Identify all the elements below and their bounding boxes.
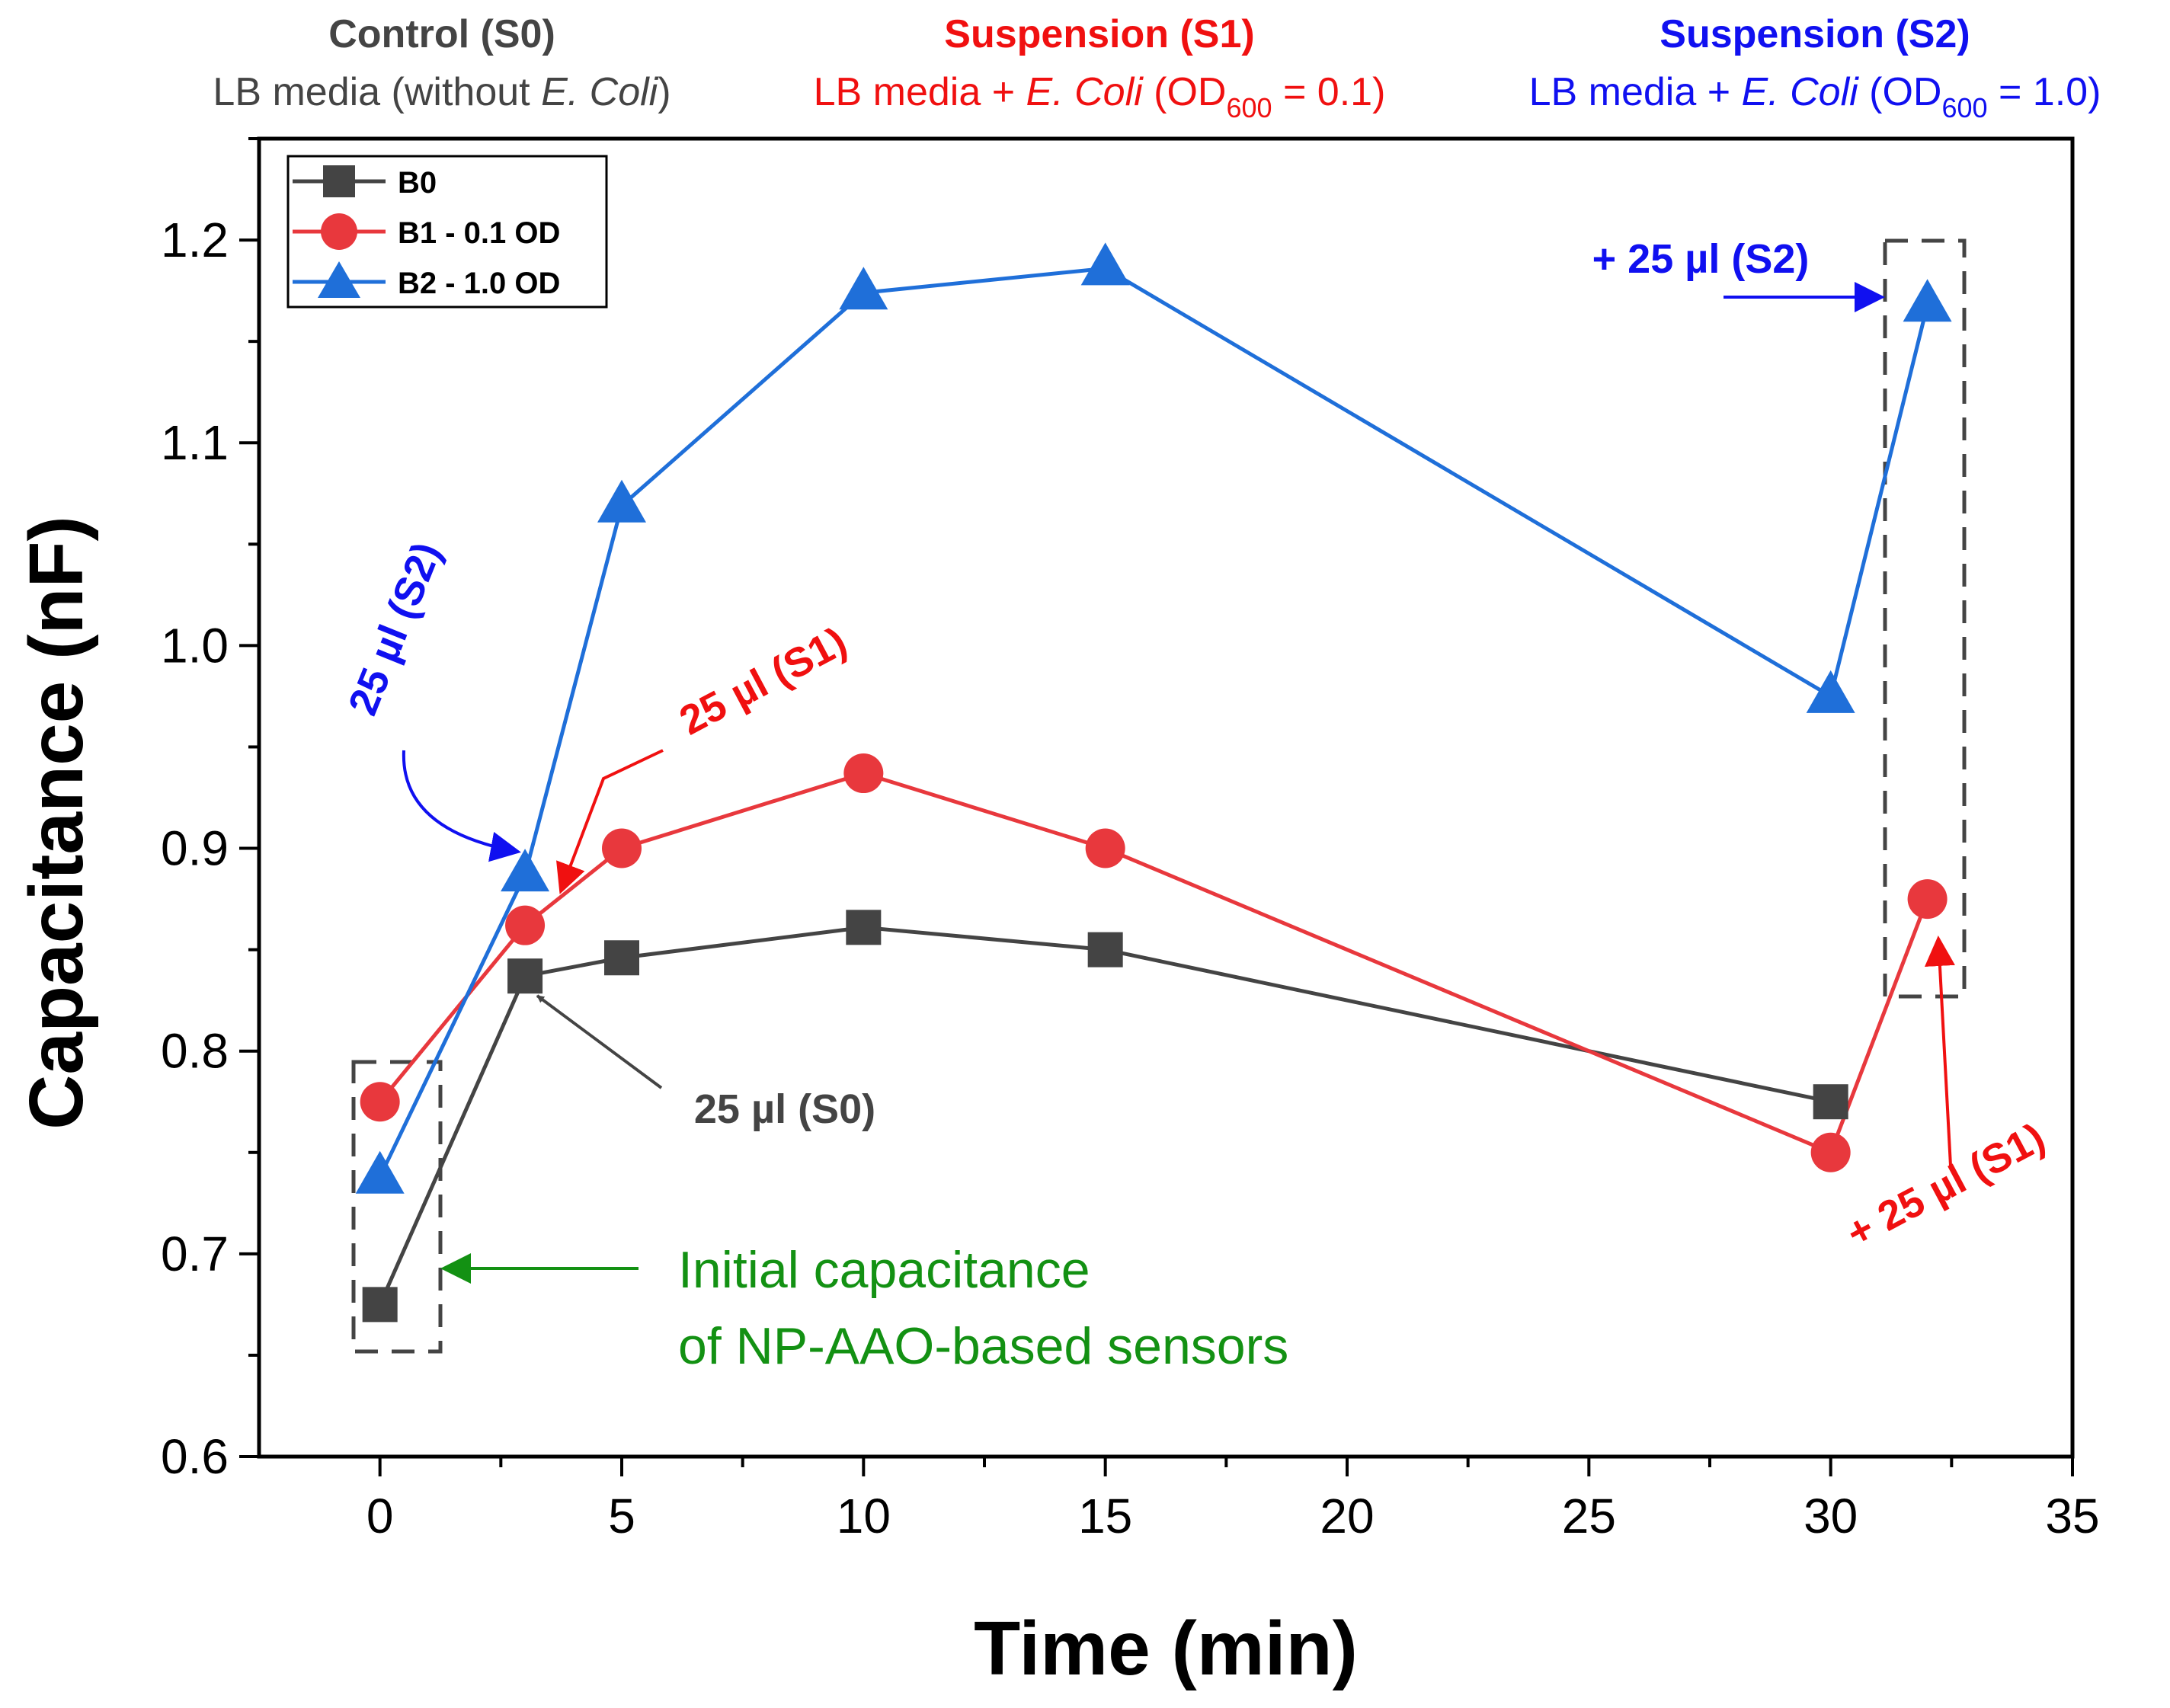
point-b0 — [1087, 932, 1123, 968]
header-s2: Suspension (S2) LB media + E. Coli (OD60… — [1529, 12, 2101, 123]
legend-label-b0: B0 — [398, 166, 437, 200]
point-b2-1-0-od — [501, 849, 550, 892]
final-highlight-box — [1883, 238, 1967, 999]
x-axis-title: Time (min) — [974, 1606, 1358, 1691]
label-s1: 25 µl (S1) — [672, 619, 853, 744]
label-plus-s2: + 25 µl (S2) — [1592, 236, 1810, 282]
point-b1-0-1-od — [505, 905, 546, 945]
y-axis-title: Capacitance (nF) — [14, 516, 99, 1130]
x-tick-label: 25 — [1562, 1489, 1616, 1543]
series-layer — [355, 242, 1952, 1323]
point-b1-0-1-od — [843, 753, 884, 794]
point-b0 — [507, 958, 543, 994]
legend-marker-b0 — [323, 165, 355, 197]
legend: B0 B1 - 0.1 OD B2 - 1.0 OD — [286, 155, 608, 309]
point-b1-0-1-od — [1907, 879, 1948, 920]
point-b1-0-1-od — [360, 1082, 400, 1122]
point-b2-1-0-od — [1806, 670, 1855, 713]
x-tick-label: 5 — [608, 1489, 635, 1543]
header-s1-desc: LB media + E. Coli (OD600 = 0.1) — [814, 70, 1386, 123]
x-tick-label: 30 — [1804, 1489, 1858, 1543]
header-s2-title: Suspension (S2) — [1660, 12, 1970, 56]
point-b1-0-1-od — [1810, 1132, 1851, 1172]
series-line-b0 — [378, 925, 1832, 1306]
point-b1-0-1-od — [602, 828, 642, 868]
point-b0 — [1813, 1084, 1848, 1120]
plot-frame — [257, 136, 2075, 1459]
point-b0 — [846, 910, 882, 945]
legend-marker-b2 — [318, 261, 360, 298]
x-tick-label: 0 — [366, 1489, 394, 1543]
point-b2-1-0-od — [355, 1150, 405, 1194]
axis-ticks — [239, 137, 2074, 1476]
series-line-b2-1-0-od — [378, 266, 1930, 1178]
y-tick-label: 1.1 — [161, 415, 229, 470]
y-tick-label: 1.0 — [161, 618, 229, 673]
point-b1-0-1-od — [1085, 828, 1125, 868]
legend-label-b1: B1 - 0.1 OD — [398, 216, 560, 250]
header-s2-desc: LB media + E. Coli (OD600 = 1.0) — [1529, 70, 2101, 123]
legend-marker-b1 — [321, 213, 357, 250]
y-tick-label: 0.8 — [161, 1024, 229, 1079]
x-tick-label: 15 — [1078, 1489, 1132, 1543]
x-tick-label: 10 — [837, 1489, 891, 1543]
point-b2-1-0-od — [1903, 279, 1952, 322]
header-s1-title: Suspension (S1) — [944, 12, 1254, 56]
label-initial-line1: Initial capacitance — [678, 1241, 1090, 1299]
arrow-plus-s1 — [1924, 936, 1955, 1166]
label-s2: 25 µl (S2) — [340, 536, 450, 721]
point-b2-1-0-od — [1080, 242, 1130, 286]
initial-highlight-box — [351, 1060, 443, 1354]
header-control-title: Control (S0) — [328, 12, 555, 56]
y-tick-label: 1.2 — [161, 213, 229, 267]
point-b0 — [604, 940, 639, 976]
header-s1: Suspension (S1) LB media + E. Coli (OD60… — [814, 12, 1386, 123]
point-b2-1-0-od — [839, 267, 888, 310]
y-tick-label: 0.6 — [161, 1429, 229, 1484]
legend-label-b2: B2 - 1.0 OD — [398, 267, 560, 300]
arrow-s2 — [402, 750, 521, 862]
y-tick-label: 0.7 — [161, 1227, 229, 1281]
arrow-s1 — [556, 749, 664, 894]
y-tick-label: 0.9 — [161, 821, 229, 876]
header-control-desc: LB media (without E. Coli) — [213, 70, 671, 114]
label-plus-s1: + 25 µl (S1) — [1839, 1115, 2053, 1257]
point-b0 — [362, 1287, 398, 1323]
label-initial-line2: of NP-AAO-based sensors — [678, 1317, 1288, 1375]
x-tick-label: 20 — [1320, 1489, 1374, 1543]
axis-tick-labels: 0 5 10 15 20 25 30 35 0.6 0.7 0.8 0.9 1.0 1.1 1.2 — [161, 213, 2100, 1543]
point-b2-1-0-od — [597, 479, 646, 523]
arrow-s0 — [536, 994, 663, 1089]
label-s0: 25 µl (S0) — [694, 1086, 875, 1132]
x-tick-label: 35 — [2045, 1489, 2099, 1543]
header-control: Control (S0) LB media (without E. Coli) — [213, 12, 671, 114]
